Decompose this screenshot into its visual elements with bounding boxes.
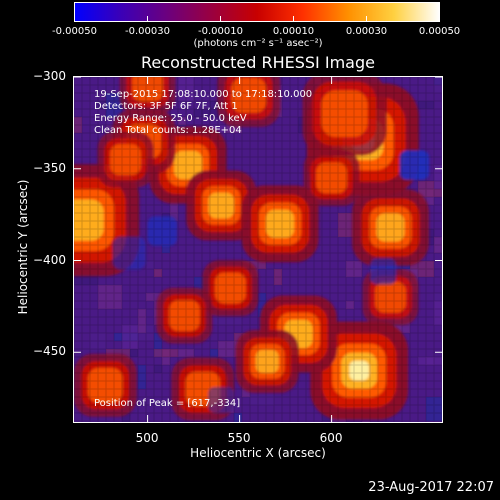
- rhessi-image-map: [74, 77, 442, 422]
- colorbar-tick-label: 0.00050: [418, 26, 461, 37]
- colorbar-tick-label: -0.00010: [198, 26, 243, 37]
- x-tick-label: 600: [319, 431, 343, 445]
- y-tick-label: −300: [33, 69, 66, 83]
- colorbar-tick-label: 0.00030: [345, 26, 388, 37]
- y-tick-label: −450: [33, 344, 66, 359]
- y-tick-label: −350: [33, 160, 66, 175]
- detectors-info: Detectors: 3F 5F 6F 7F, Att 1: [94, 101, 238, 112]
- x-axis-label: Heliocentric X (arcsec): [190, 446, 326, 460]
- plot-title: Reconstructed RHESSI Image: [141, 53, 375, 72]
- colorbar: [74, 2, 440, 22]
- observation-time: 19-Sep-2015 17:08:10.000 to 17:18:10.000: [94, 89, 313, 100]
- rhessi-image: [73, 76, 443, 423]
- peak-position: Position of Peak = [617,-334]: [94, 398, 241, 409]
- colorbar-tick-label: -0.00030: [125, 26, 170, 37]
- y-tick-label: −400: [33, 252, 66, 267]
- y-axis-label: Heliocentric Y (arcsec): [16, 179, 30, 315]
- energy-range: Energy Range: 25.0 - 50.0 keV: [94, 113, 247, 124]
- x-tick-label: 500: [135, 431, 159, 445]
- clean-total-counts: Clean Total counts: 1.28E+04: [94, 125, 242, 136]
- timestamp: 23-Aug-2017 22:07: [368, 480, 494, 495]
- x-tick-label: 550: [227, 431, 251, 445]
- colorbar-units: (photons cm⁻² s⁻¹ asec⁻²): [193, 38, 323, 49]
- colorbar-tick-label: -0.00050: [52, 26, 97, 37]
- colorbar-tick-label: 0.00010: [272, 26, 315, 37]
